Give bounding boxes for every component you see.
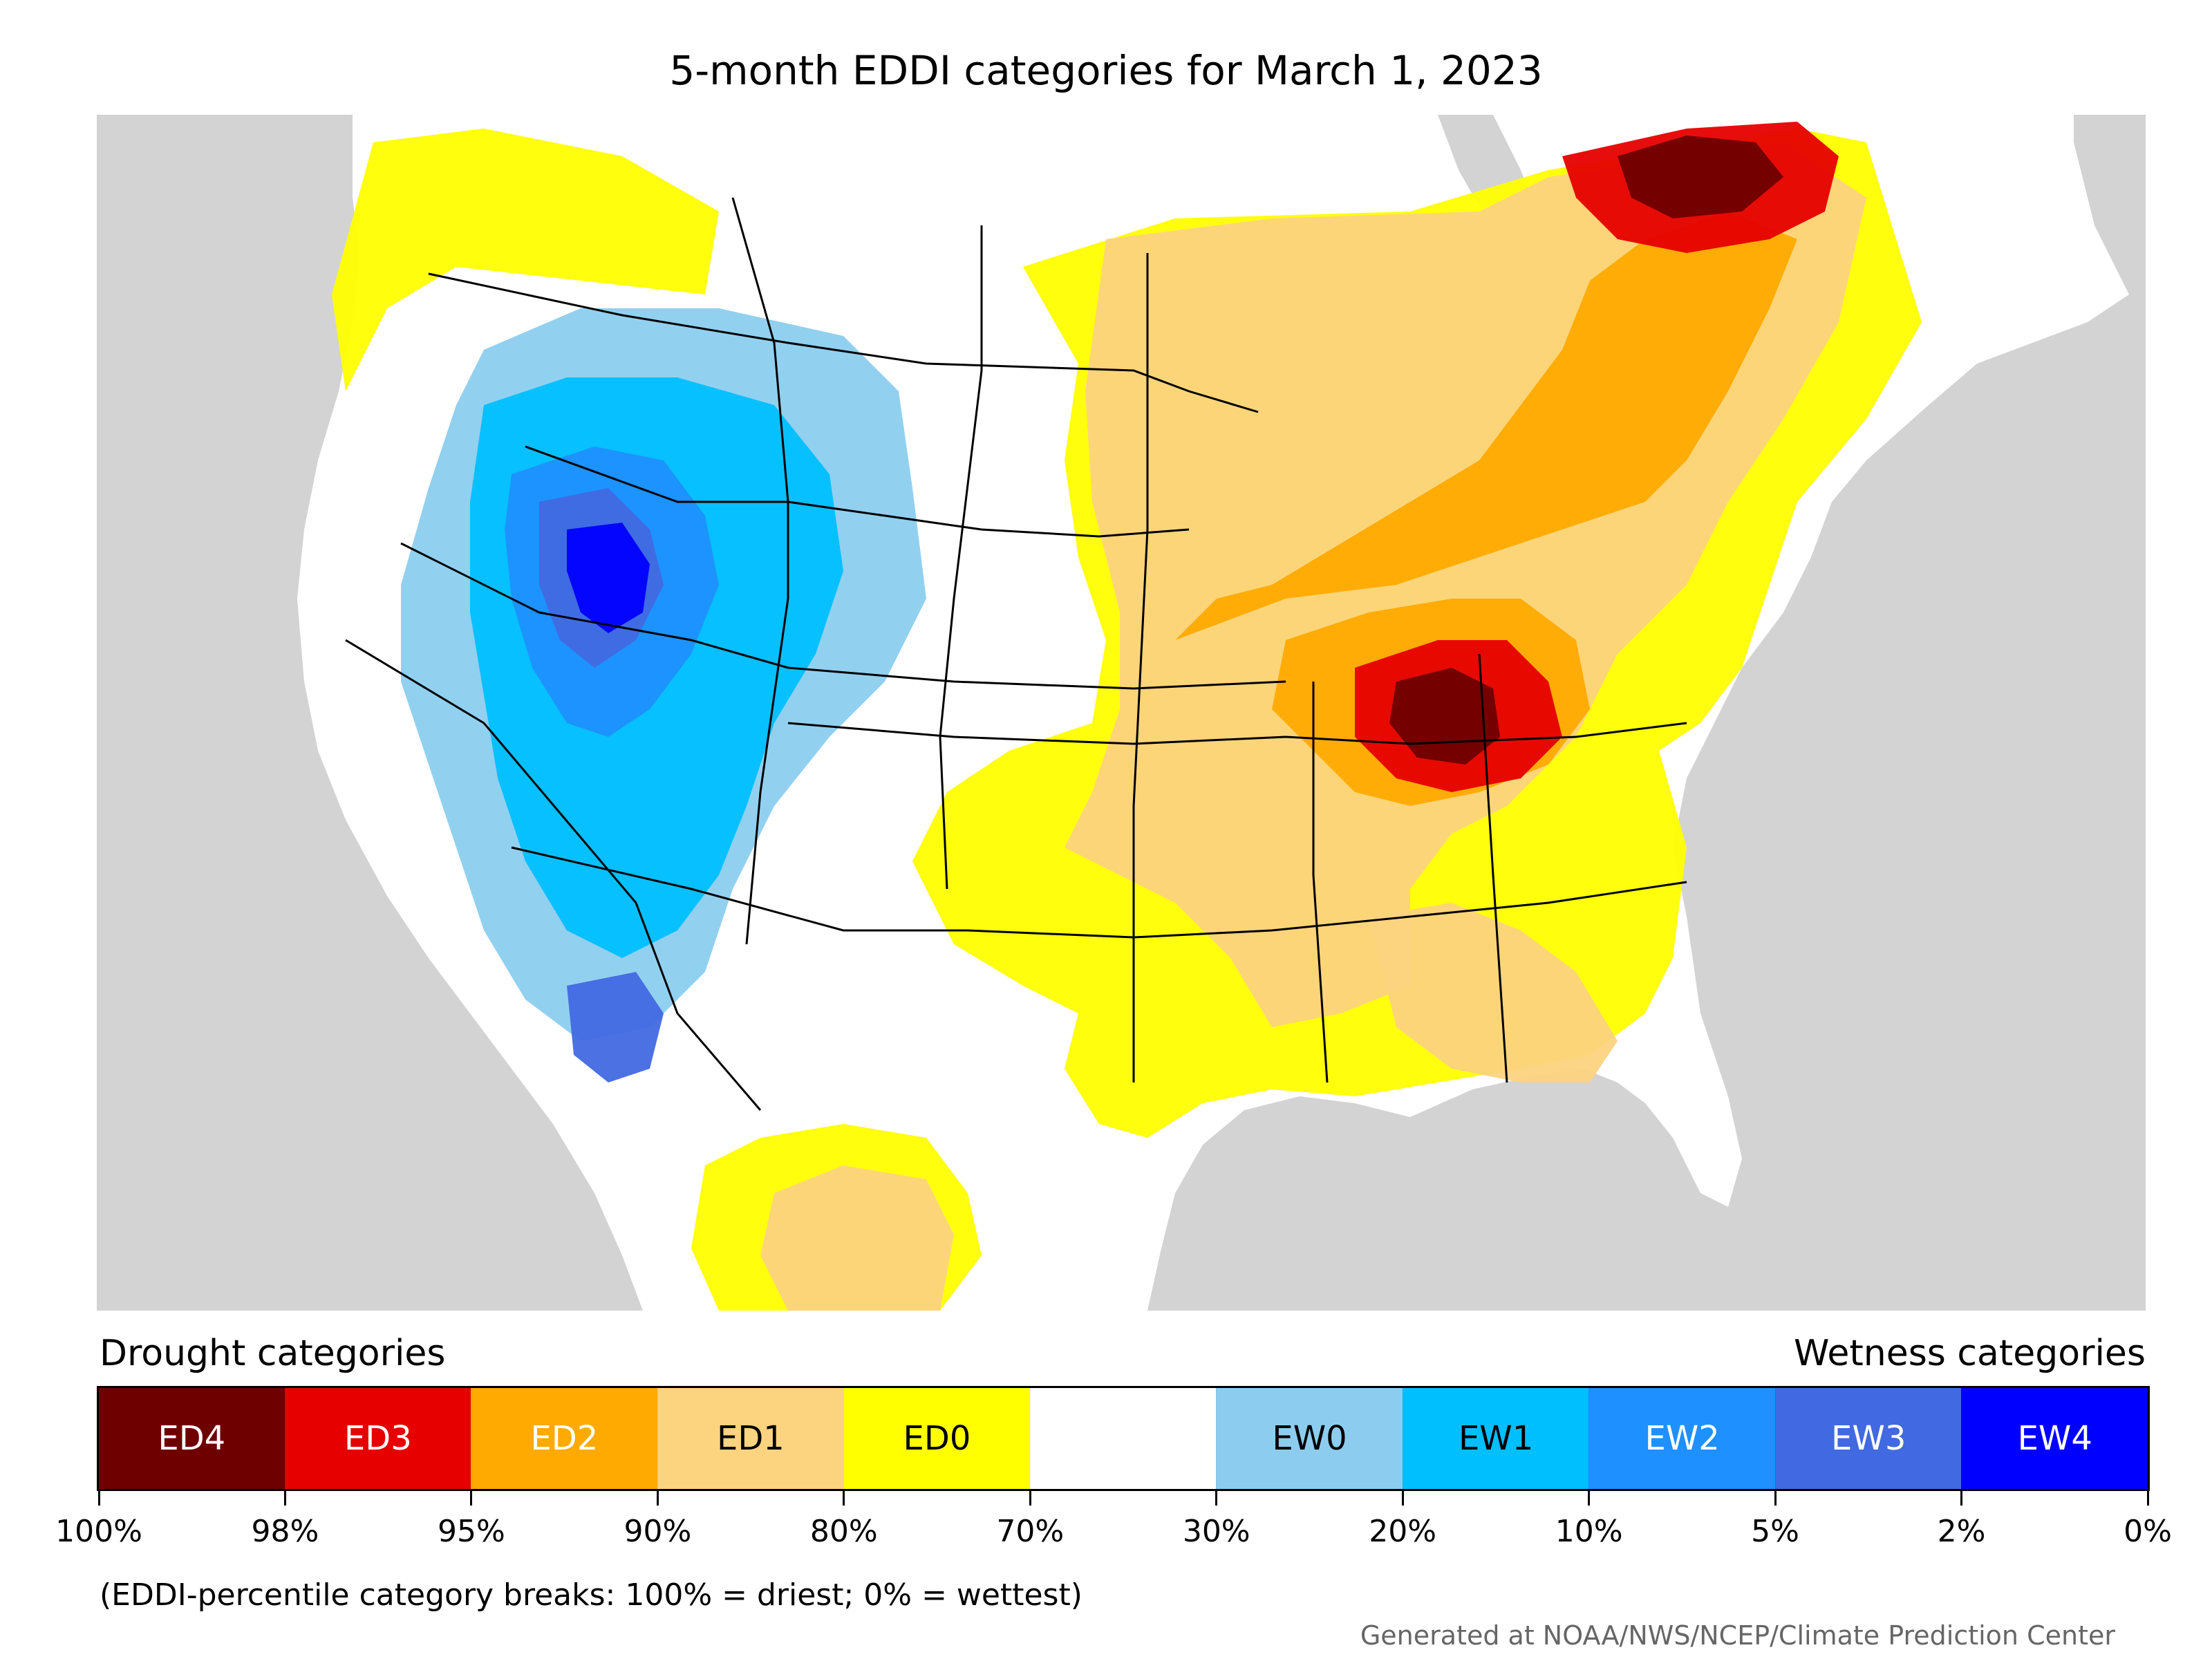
colorbar-cell-ed1: ED1 — [657, 1388, 844, 1489]
category-breaks-note: (EDDI-percentile category breaks: 100% =… — [100, 1577, 1082, 1613]
colorbar-cell-ed0: ED0 — [843, 1388, 1030, 1489]
colorbar-tick — [656, 1489, 659, 1506]
state-line-2 — [939, 225, 983, 890]
colorbar-tick-label: 20% — [1369, 1514, 1437, 1549]
colorbar-tick-label: 10% — [1555, 1514, 1623, 1549]
colorbar-tick-label: 0% — [2124, 1514, 2172, 1549]
colorbar-cell-ew0: EW0 — [1216, 1388, 1403, 1489]
us-canada-border — [428, 272, 1259, 413]
region-ew4 — [567, 523, 650, 633]
colorbar-tick-label: 100% — [55, 1514, 142, 1549]
region-ew3-arizona — [567, 972, 664, 1082]
state-line-7 — [1132, 253, 1149, 1082]
eddi-map — [97, 115, 2146, 1311]
colorbar-tick — [1215, 1489, 1218, 1506]
region-ed0-northwest — [332, 129, 719, 391]
map-title: 5-month EDDI categories for March 1, 202… — [669, 47, 1543, 94]
credit-line: Generated at NOAA/NWS/NCEP/Climate Predi… — [1360, 1620, 2115, 1651]
colorbar-tick — [1401, 1489, 1404, 1506]
state-line-8 — [1312, 682, 1329, 1083]
colorbar-tick-label: 80% — [809, 1514, 878, 1549]
colorbar-tick — [1029, 1489, 1031, 1506]
colorbar-tick — [2146, 1489, 2149, 1506]
colorbar-tick — [1774, 1489, 1777, 1506]
political-boundaries — [345, 197, 1687, 1111]
colorbar-cell-ed2: ED2 — [471, 1388, 657, 1489]
state-line-4 — [400, 542, 1286, 690]
colorbar-tick — [97, 1489, 100, 1506]
colorbar-tick-label: 2% — [1937, 1514, 1986, 1549]
colorbar-tick-label: 90% — [624, 1514, 692, 1549]
colorbar-cell-ed3: ED3 — [284, 1388, 471, 1489]
state-line-5 — [787, 722, 1687, 745]
colorbar-cell-ew2: EW2 — [1588, 1388, 1775, 1489]
colorbar-tick — [470, 1489, 473, 1506]
region-ed1-south — [1369, 903, 1618, 1082]
colorbar-cell-normal — [1029, 1388, 1217, 1489]
wetness-categories-heading: Wetness categories — [1794, 1333, 2146, 1374]
colorbar-tick-label: 5% — [1751, 1514, 1799, 1549]
colorbar-tick-label: 30% — [1182, 1514, 1250, 1549]
colorbar-cell-ew4: EW4 — [1961, 1388, 2148, 1489]
region-ed2 — [1175, 212, 1797, 640]
colorbar-tick-label: 95% — [438, 1514, 505, 1549]
colorbar-cell-ew1: EW1 — [1402, 1388, 1589, 1489]
state-line-1 — [731, 197, 789, 945]
eddi-map-canvas — [97, 115, 2146, 1311]
colorbar-tick — [1588, 1489, 1591, 1506]
state-line-10 — [345, 639, 762, 1111]
state-line-9 — [1478, 653, 1508, 1083]
category-colorbar: ED4 ED3 ED2 ED1 ED0 EW0 EW1 EW2 EW3 EW4 — [97, 1386, 2150, 1491]
colorbar-cell-ed4: ED4 — [99, 1388, 285, 1489]
colorbar-tick-labels: 100% 98% 95% 90% 80% 70% 30% 20% 10% 5% 2% 0% — [55, 1514, 2172, 1555]
colorbar-tick — [283, 1489, 286, 1506]
colorbar-tick — [843, 1489, 845, 1506]
colorbar-ticks — [97, 1489, 2149, 1507]
colorbar-tick-label: 98% — [251, 1514, 319, 1549]
colorbar-cell-ew3: EW3 — [1774, 1388, 1962, 1489]
region-ed1-texas — [760, 1165, 954, 1311]
region-ed4-canada — [1618, 135, 1783, 218]
colorbar-tick-label: 70% — [996, 1514, 1065, 1549]
state-line-3 — [525, 445, 1190, 538]
drought-categories-heading: Drought categories — [100, 1333, 446, 1374]
colorbar-tick — [1960, 1489, 1963, 1506]
